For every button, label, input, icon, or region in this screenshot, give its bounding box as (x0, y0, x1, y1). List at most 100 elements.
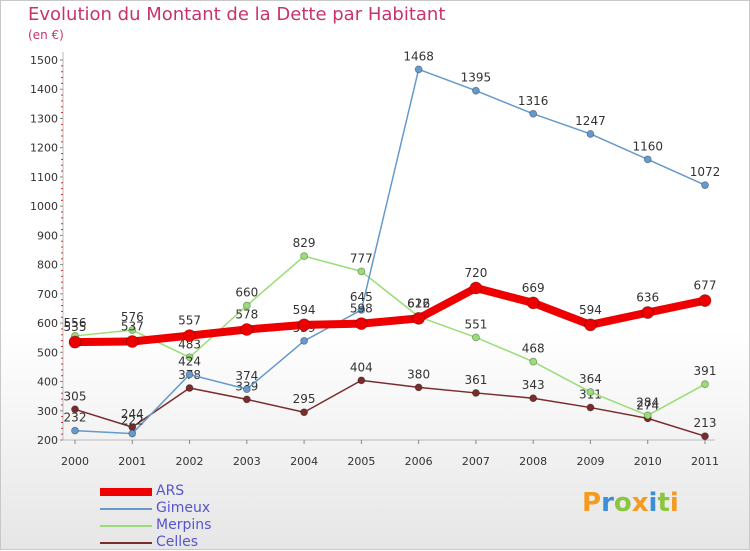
data-label-ars: 616 (407, 296, 430, 310)
data-point-gimeux (701, 181, 709, 190)
y-tick-label: 1500 (30, 54, 58, 67)
data-point-ars (412, 311, 426, 325)
data-label-merpins: 284 (636, 395, 659, 409)
x-tick-label: 2004 (290, 455, 318, 468)
data-label-ars: 636 (636, 291, 659, 305)
logo-letter: x (631, 488, 649, 518)
x-tick-label: 2002 (176, 455, 204, 468)
legend-swatch-celles (100, 542, 152, 544)
data-point-merpins (185, 353, 194, 362)
data-label-ars: 598 (350, 302, 373, 316)
data-label-celles: 380 (407, 367, 430, 381)
data-label-gimeux: 1316 (518, 94, 549, 108)
legend-swatch-ars (100, 488, 152, 496)
x-tick-label: 2005 (347, 455, 375, 468)
y-tick-label: 1100 (30, 171, 58, 184)
data-label-celles: 305 (64, 389, 87, 403)
data-point-celles (357, 376, 366, 385)
y-tick-label: 200 (37, 434, 58, 447)
data-label-gimeux: 222 (121, 414, 144, 428)
data-point-celles (300, 408, 308, 417)
y-tick-label: 400 (37, 376, 58, 389)
data-point-gimeux (71, 426, 79, 435)
data-label-celles: 343 (522, 378, 545, 392)
data-label-gimeux: 374 (235, 369, 258, 383)
y-tick-label: 500 (37, 346, 58, 359)
y-tick-label: 600 (37, 317, 58, 330)
data-point-merpins (472, 333, 480, 342)
y-tick-label: 1400 (30, 83, 58, 96)
data-point-merpins (586, 388, 595, 396)
data-point-ars (297, 318, 311, 332)
data-label-ars: 537 (121, 319, 144, 333)
x-tick-label: 2010 (634, 455, 662, 468)
data-point-ars (125, 335, 139, 348)
data-point-celles (185, 384, 194, 392)
data-label-merpins: 468 (522, 342, 545, 356)
data-point-ars (584, 318, 597, 332)
data-label-ars: 669 (522, 281, 545, 295)
data-point-merpins (357, 267, 366, 276)
data-label-gimeux: 1160 (632, 139, 663, 153)
data-label-gimeux: 645 (350, 290, 373, 304)
data-label-gimeux: 424 (178, 355, 201, 369)
chart-title: Evolution du Montant de la Dette par Hab… (28, 4, 446, 25)
data-label-ars: 594 (293, 303, 316, 317)
data-point-celles (242, 395, 251, 404)
data-point-gimeux (357, 306, 366, 314)
data-label-gimeux: 1395 (461, 71, 492, 85)
data-point-ars (469, 281, 483, 295)
data-point-ars (240, 323, 254, 336)
data-point-gimeux (643, 155, 652, 164)
logo-letter: o (613, 488, 632, 518)
data-point-celles (71, 405, 79, 414)
data-point-gimeux (242, 385, 251, 394)
y-tick-label: 800 (37, 259, 58, 272)
data-label-ars: 535 (64, 320, 87, 334)
y-tick-label: 1200 (30, 142, 58, 155)
y-tick-label: 300 (37, 405, 58, 418)
data-point-merpins (128, 326, 137, 334)
data-label-ars: 594 (579, 303, 602, 317)
data-label-ars: 578 (235, 308, 258, 322)
logo-letter: t (657, 488, 670, 518)
legend-swatch-merpins (100, 525, 152, 527)
y-tick-label: 700 (37, 288, 58, 301)
data-point-merpins (529, 357, 538, 366)
data-label-merpins: 364 (579, 372, 602, 386)
data-point-ars (354, 317, 368, 331)
data-point-merpins (242, 301, 251, 310)
data-label-gimeux: 232 (64, 411, 87, 425)
series-line-merpins (74, 255, 706, 417)
data-point-ars (526, 296, 540, 310)
x-tick-label: 2009 (576, 455, 604, 468)
y-tick-label: 900 (37, 229, 58, 242)
data-label-ars: 720 (464, 266, 487, 280)
data-label-celles: 213 (694, 416, 717, 430)
data-label-merpins: 777 (350, 251, 373, 265)
data-point-ars (68, 335, 82, 349)
data-label-merpins: 391 (694, 364, 717, 378)
data-point-merpins (643, 411, 652, 420)
x-tick-label: 2006 (405, 455, 433, 468)
data-label-ars: 557 (178, 314, 201, 328)
data-point-celles (472, 389, 480, 397)
data-label-celles: 274 (636, 398, 659, 412)
data-point-gimeux (529, 109, 538, 118)
data-label-celles: 404 (350, 360, 373, 374)
data-point-ars (183, 329, 196, 343)
data-point-gimeux (472, 86, 480, 95)
x-tick-label: 2003 (233, 455, 261, 468)
data-label-gimeux: 1247 (575, 114, 606, 128)
line-chart: 200 300 400 500 600 700 800 900 1000 1100 1200 1300… (30, 49, 721, 468)
y-tick-label: 1000 (30, 200, 58, 213)
data-point-celles (701, 432, 709, 441)
data-label-gimeux: 1072 (690, 165, 721, 179)
data-label-merpins: 660 (235, 286, 258, 300)
x-tick-label: 2001 (118, 455, 146, 468)
x-tick-label: 2008 (519, 455, 547, 468)
series-line-ars (71, 284, 709, 347)
data-label-merpins: 576 (121, 310, 144, 324)
series-line-gimeux (74, 68, 706, 435)
